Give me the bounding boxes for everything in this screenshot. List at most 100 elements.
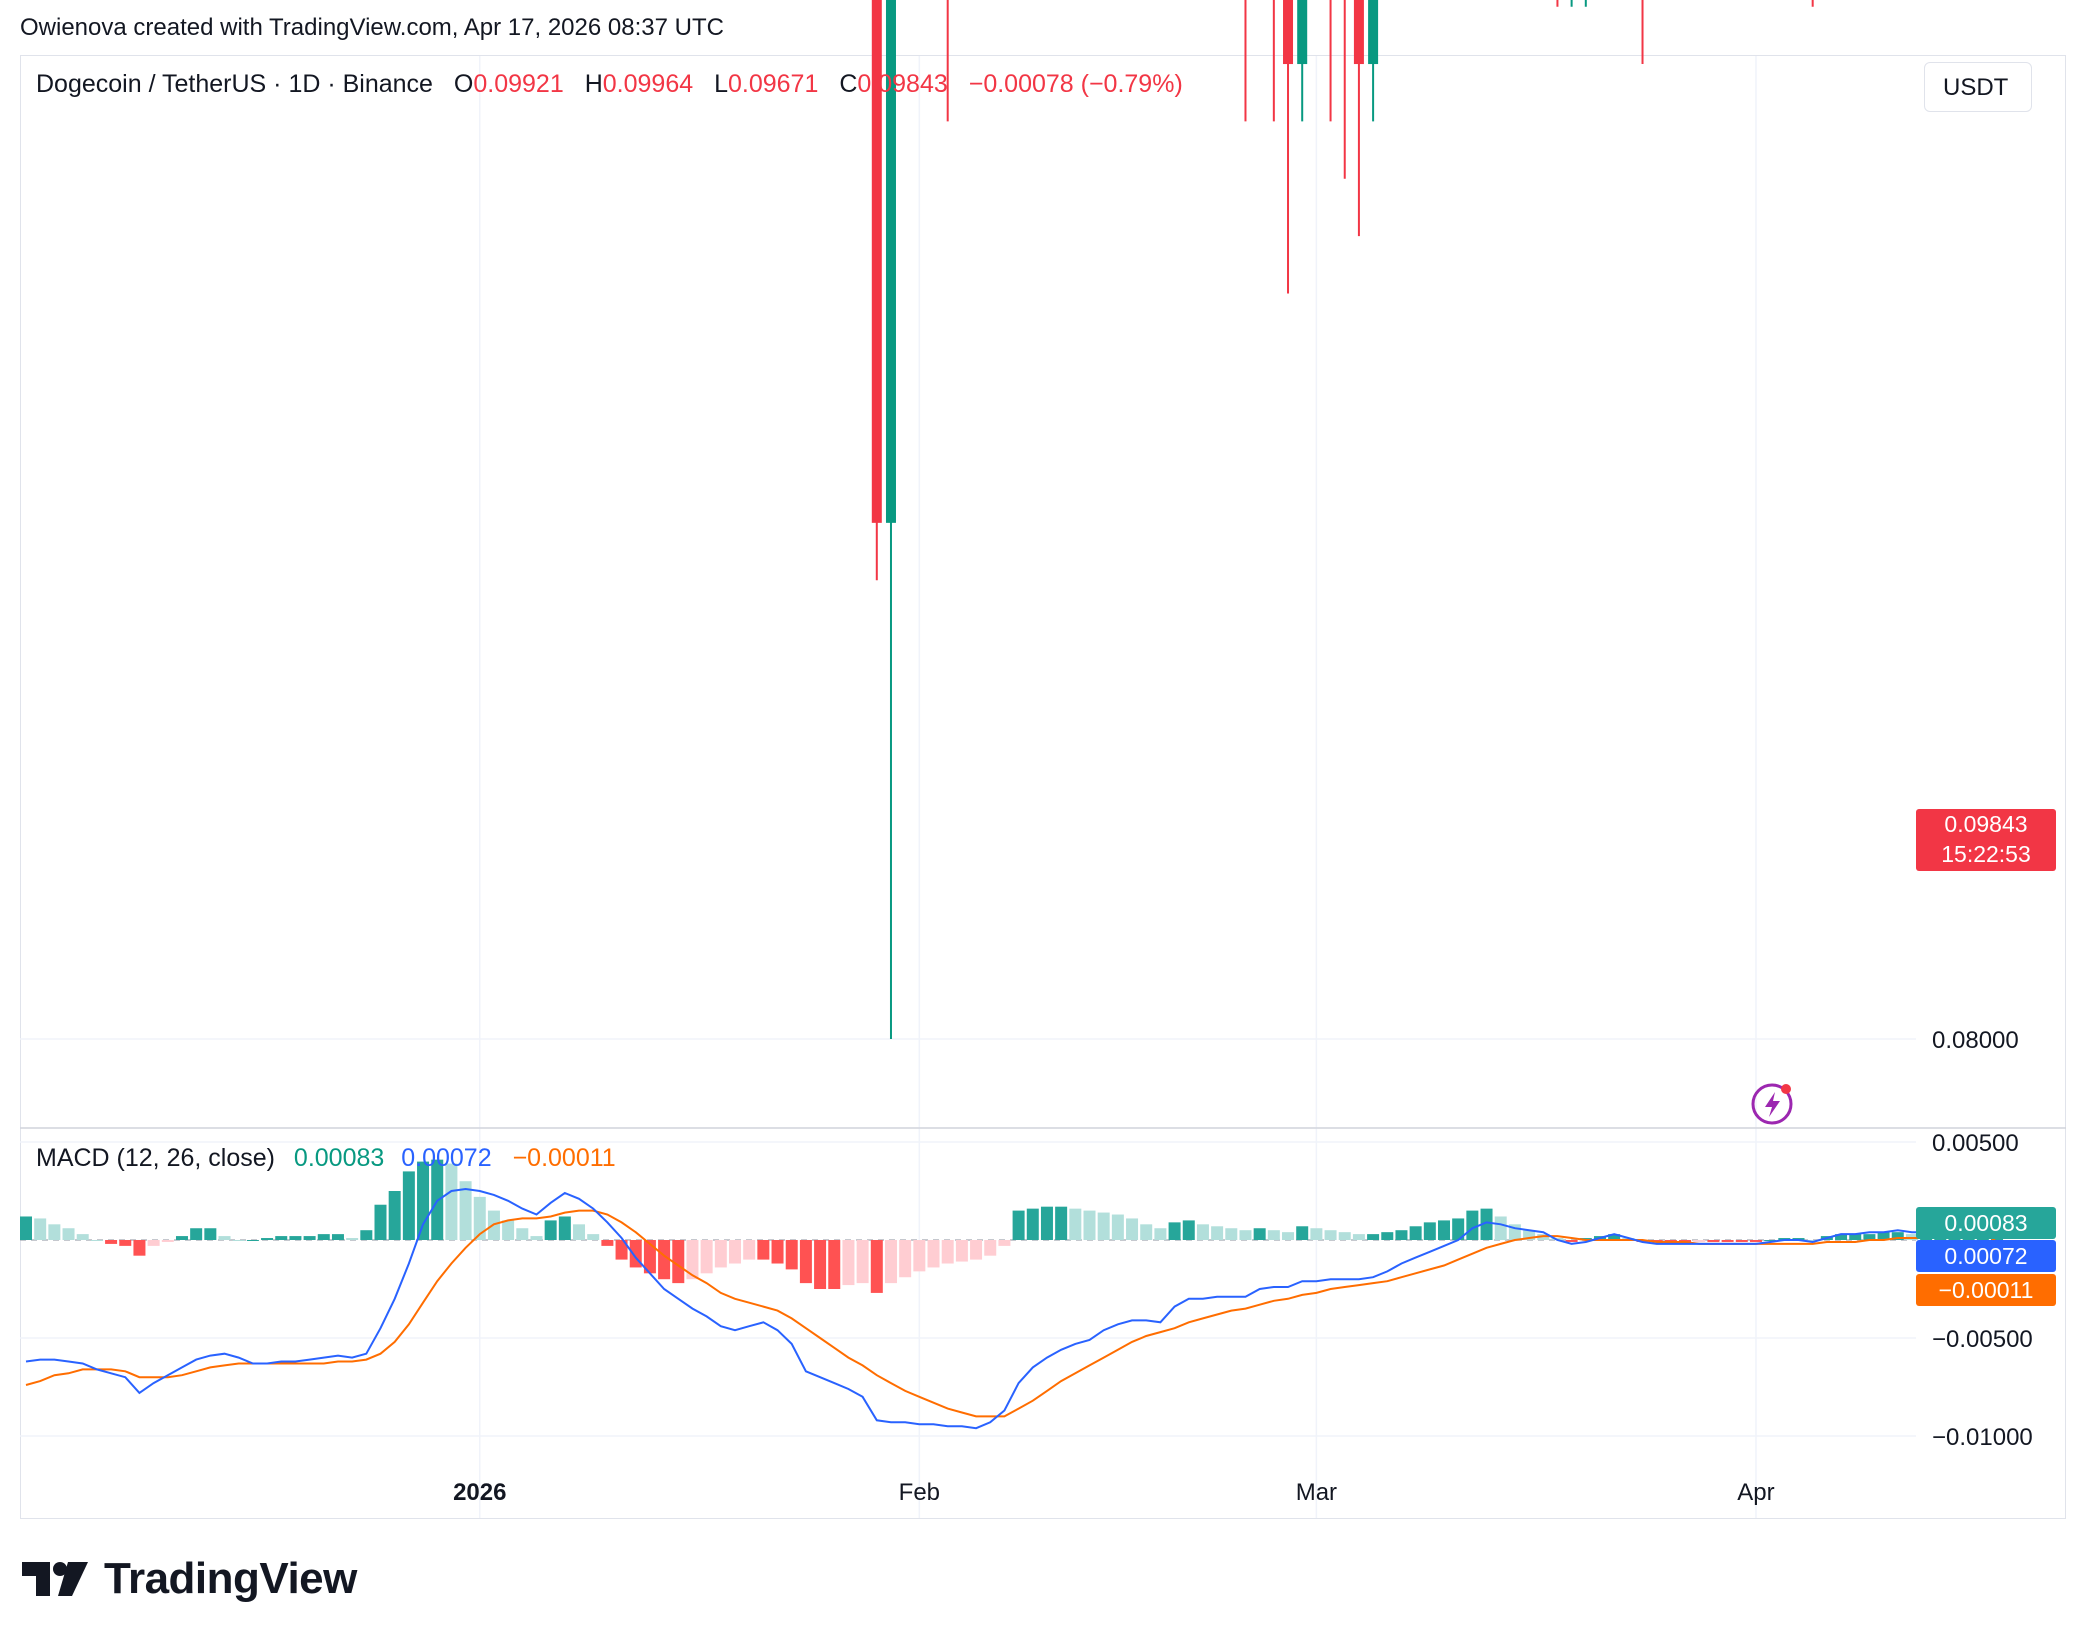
macd-histogram-bar	[970, 1240, 983, 1260]
macd-histogram-bar	[275, 1236, 288, 1240]
macd-histogram-bar	[658, 1240, 671, 1280]
macd-histogram-bar	[1835, 1234, 1848, 1240]
macd-histogram-bar	[1480, 1208, 1493, 1240]
macd-histogram-bar	[190, 1228, 203, 1240]
macd-line-tag: 0.00072	[1916, 1240, 2056, 1272]
macd-signal-tag: −0.00011	[1916, 1274, 2056, 1306]
macd-histogram-bar	[573, 1224, 586, 1240]
candle-body	[1297, 0, 1308, 65]
macd-histogram-bar	[643, 1240, 656, 1274]
macd-histogram-bar	[771, 1240, 784, 1264]
macd-histogram-bar	[1381, 1232, 1394, 1240]
symbol-name[interactable]: Dogecoin / TetherUS · 1D · Binance	[36, 70, 433, 98]
macd-histogram-bar	[1196, 1224, 1209, 1240]
macd-histogram-bar	[884, 1240, 897, 1284]
macd-histogram-bar	[1735, 1240, 1748, 1242]
macd-histogram-bar	[927, 1240, 940, 1268]
macd-title[interactable]: MACD (12, 26, close)	[36, 1144, 275, 1172]
candle-body	[871, 0, 882, 523]
macd-histogram-bar	[1367, 1234, 1380, 1240]
currency-unit-button[interactable]: USDT	[1924, 62, 2032, 112]
macd-histogram-bar	[1494, 1216, 1507, 1240]
macd-histogram-bar	[828, 1240, 841, 1289]
macd-histogram-bar	[1523, 1230, 1536, 1240]
lightning-icon[interactable]	[1750, 1080, 1798, 1128]
last-price-value: 0.09843	[1944, 811, 2028, 837]
macd-histogram-bar	[34, 1218, 47, 1240]
macd-histogram-bar	[1863, 1234, 1876, 1240]
macd-histogram-bar	[1253, 1228, 1266, 1240]
creator-caption: Owienova created with TradingView.com, A…	[20, 14, 724, 41]
macd-histogram-value: 0.00083	[293, 1144, 385, 1172]
macd-histogram-bar	[814, 1240, 827, 1289]
high-value: 0.09964	[602, 70, 694, 98]
macd-histogram-bar	[204, 1228, 217, 1240]
macd-legend: MACD (12, 26, close) 0.00083 0.00072 −0.…	[36, 1144, 616, 1173]
macd-signal-line	[25, 1209, 1998, 1418]
macd-histogram-bar	[1168, 1222, 1181, 1240]
macd-histogram-bar	[1296, 1226, 1309, 1240]
macd-histogram-bar	[502, 1220, 515, 1240]
tradingview-brand[interactable]: TradingView	[22, 1554, 357, 1604]
macd-histogram-bar	[998, 1240, 1011, 1246]
macd-histogram-bar	[1423, 1222, 1436, 1240]
low-label: L	[714, 70, 728, 98]
macd-histogram-bar	[1111, 1214, 1124, 1240]
macd-line-value: 0.00072	[401, 1144, 492, 1172]
macd-histogram-bar	[346, 1238, 359, 1240]
macd-histogram-bar	[1140, 1224, 1153, 1240]
macd-histogram-bar	[1225, 1228, 1238, 1240]
macd-histogram-bar	[1891, 1232, 1904, 1240]
macd-histogram-bar	[161, 1240, 174, 1242]
candle-body	[1353, 0, 1364, 65]
macd-histogram-bar	[1239, 1230, 1252, 1240]
macd-histogram-bar	[1211, 1226, 1224, 1240]
macd-histogram-bar	[1452, 1218, 1465, 1240]
macd-histogram-bar	[175, 1236, 188, 1240]
macd-histogram-bar	[587, 1234, 600, 1240]
macd-histogram-bar	[473, 1196, 486, 1240]
open-label: O	[453, 70, 474, 98]
macd-histogram-bar	[1026, 1208, 1039, 1240]
macd-histogram-bar	[1282, 1232, 1295, 1240]
macd-histogram-bar	[1438, 1220, 1450, 1240]
candle-body	[1283, 0, 1294, 65]
macd-histogram-bar	[232, 1240, 245, 1241]
low-value: 0.09671	[728, 70, 819, 98]
macd-histogram-bar	[261, 1238, 274, 1240]
time-tick-label: 2026	[453, 1479, 506, 1506]
bar-countdown: 15:22:53	[1941, 841, 2031, 867]
macd-histogram-bar	[899, 1240, 912, 1278]
macd-histogram-bar	[516, 1228, 529, 1240]
macd-histogram-bar	[1608, 1234, 1621, 1240]
macd-histogram-bar	[615, 1240, 628, 1260]
macd-line	[25, 1187, 1998, 1430]
high-label: H	[584, 70, 603, 98]
macd-histogram-bar	[1764, 1240, 1777, 1241]
macd-tick-label: 0.00500	[1932, 1130, 2019, 1157]
macd-histogram-bar	[1083, 1210, 1096, 1240]
macd-histogram-bar	[133, 1240, 146, 1256]
brand-name: TradingView	[104, 1554, 357, 1603]
macd-histogram-bar	[374, 1204, 387, 1240]
macd-histogram-bar	[331, 1234, 344, 1240]
macd-histogram-bar	[1707, 1240, 1720, 1242]
macd-histogram-bar	[1849, 1234, 1862, 1240]
macd-histogram-bar	[686, 1240, 699, 1280]
macd-tick-label: −0.01000	[1932, 1424, 2033, 1451]
macd-histogram-bar	[913, 1240, 926, 1272]
macd-histogram-bar	[1097, 1212, 1110, 1240]
macd-histogram-bar	[1565, 1240, 1578, 1242]
macd-histogram-bar	[1324, 1230, 1337, 1240]
macd-histogram-bar	[941, 1240, 954, 1264]
macd-histogram-bar	[388, 1191, 401, 1240]
macd-histogram-bar	[459, 1181, 472, 1240]
macd-histogram-bar	[1310, 1228, 1323, 1240]
macd-histogram-bar	[402, 1171, 415, 1240]
candle-body	[885, 0, 896, 523]
macd-histogram-bar	[360, 1230, 373, 1240]
macd-histogram-bar	[119, 1240, 132, 1246]
macd-histogram-bar	[417, 1161, 430, 1240]
macd-histogram-bar	[246, 1240, 259, 1241]
